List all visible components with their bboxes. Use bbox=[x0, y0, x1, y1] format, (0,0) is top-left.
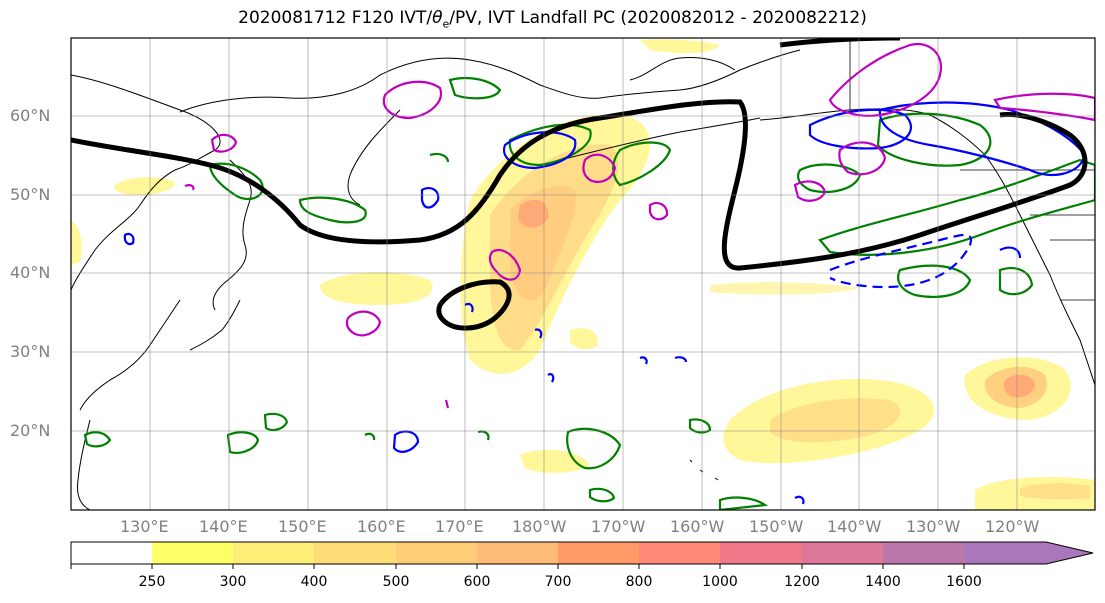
colorbar-tick-label: 250 bbox=[138, 574, 166, 590]
graticule bbox=[71, 38, 1095, 510]
colorbar-tick-label: 500 bbox=[382, 574, 410, 590]
colorbar-segment bbox=[883, 542, 964, 564]
colorbar-tick-label: 800 bbox=[625, 574, 653, 590]
colorbar-tick-label: 400 bbox=[300, 574, 328, 590]
colorbar-segment bbox=[477, 542, 558, 564]
lat-label: 30°N bbox=[10, 342, 51, 361]
lon-label: 150°E bbox=[278, 517, 327, 536]
colorbar-tick-label: 1200 bbox=[784, 574, 820, 590]
colorbar-tick-label: 1400 bbox=[865, 574, 901, 590]
lon-label: 150°W bbox=[749, 517, 804, 536]
colorbar-segment bbox=[720, 542, 802, 564]
lon-label: 120°W bbox=[985, 517, 1040, 536]
ivt-shading bbox=[71, 39, 1095, 510]
colorbar-segment bbox=[233, 542, 314, 564]
lon-label: 140°E bbox=[199, 517, 248, 536]
lat-label: 60°N bbox=[10, 106, 51, 125]
colorbar-segment bbox=[558, 542, 639, 564]
colorbar bbox=[70, 541, 1094, 569]
lon-label: 170°E bbox=[435, 517, 484, 536]
coastlines bbox=[71, 49, 1095, 510]
lon-label: 170°W bbox=[591, 517, 646, 536]
lon-label: 140°W bbox=[827, 517, 882, 536]
colorbar-segment bbox=[396, 542, 477, 564]
colorbar-segment bbox=[639, 542, 720, 564]
colorbar-tick-label: 600 bbox=[463, 574, 491, 590]
lat-label: 20°N bbox=[10, 421, 51, 440]
lon-label: 160°W bbox=[670, 517, 725, 536]
colorbar-segment bbox=[71, 542, 152, 564]
colorbar-segment bbox=[964, 542, 1046, 564]
lon-label: 130°W bbox=[906, 517, 961, 536]
colorbar-segment bbox=[152, 542, 233, 564]
colorbar-segment bbox=[314, 542, 396, 564]
colorbar-tick-label: 1600 bbox=[946, 574, 982, 590]
lat-label: 40°N bbox=[10, 263, 51, 282]
map-frame bbox=[70, 37, 1096, 511]
theta-e-contours bbox=[83, 76, 1095, 510]
lat-label: 50°N bbox=[10, 185, 51, 204]
lon-label: 130°E bbox=[120, 517, 169, 536]
colorbar-outline bbox=[70, 541, 1094, 565]
colorbar-tick-label: 300 bbox=[219, 574, 247, 590]
ivt-pc-positive-contours bbox=[123, 101, 1087, 505]
map-title: 2020081712 F120 IVT/θe/PV, IVT Landfall … bbox=[238, 8, 867, 31]
colorbar-tick-label: 1000 bbox=[702, 574, 738, 590]
lon-label: 160°E bbox=[357, 517, 406, 536]
colorbar-tick-label: 700 bbox=[544, 574, 572, 590]
lon-label: 180°W bbox=[512, 517, 567, 536]
colorbar-extend-arrow bbox=[1046, 542, 1093, 564]
colorbar-segment bbox=[802, 542, 883, 564]
